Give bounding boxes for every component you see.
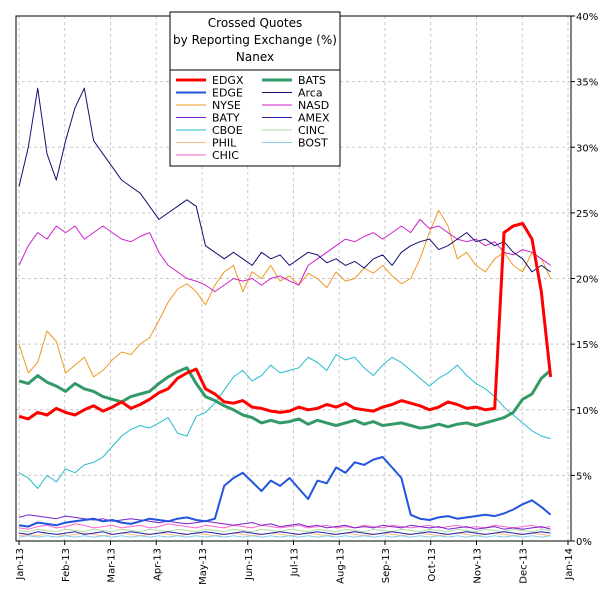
- series-line-amex: [18, 531, 551, 535]
- legend-label-nyse: NYSE: [212, 99, 241, 112]
- y-tick-label: 20%: [576, 275, 598, 286]
- series-line-edgx: [18, 221, 553, 421]
- legend-label-amex: AMEX: [298, 112, 330, 125]
- y-tick-label: 25%: [576, 209, 598, 220]
- y-tick-label: 10%: [576, 406, 598, 417]
- x-tick-label: Sep-13: [381, 548, 392, 583]
- legend-label-chic: CHIC: [212, 149, 239, 162]
- y-tick-label: 40%: [576, 12, 598, 23]
- x-axis-ticks: Jan-13 Feb-13 Mar-13 Apr-13 May-13 Jun-13 Jul-…: [15, 541, 575, 585]
- legend-label-edgx: EDGX: [212, 74, 244, 87]
- series-line-edge: [18, 456, 552, 528]
- series-line-bost: [18, 535, 551, 538]
- legend-label-phil: PHIL: [212, 137, 237, 150]
- x-tick-label: Apr-13: [152, 548, 163, 581]
- series-line-bats: [18, 366, 552, 430]
- series-line-cinc: [18, 528, 551, 533]
- x-tick-label: Jul-13: [290, 548, 301, 577]
- chart-title-line-1: Crossed Quotes: [208, 16, 302, 30]
- y-tick-label: 35%: [576, 78, 598, 89]
- series-line-cboe: [18, 354, 551, 489]
- x-tick-label: Mar-13: [107, 548, 118, 583]
- y-tick-label: 30%: [576, 143, 598, 154]
- x-tick-label: Dec-13: [518, 548, 529, 584]
- y-tick-label: 15%: [576, 340, 598, 351]
- series-line-nasd: [18, 218, 551, 293]
- chart-title-line-3: Nanex: [236, 50, 274, 64]
- x-tick-label: Feb-13: [61, 548, 72, 582]
- series-line-arca: [18, 87, 551, 273]
- x-tick-label: Aug-13: [335, 548, 346, 584]
- legend-label-arca: Arca: [298, 87, 323, 100]
- series-line-phil: [18, 532, 551, 537]
- x-tick-label: Nov-13: [473, 548, 484, 584]
- legend-label-nasd: NASD: [298, 99, 329, 112]
- legend-label-baty: BATY: [212, 112, 240, 125]
- x-tick-label: May-13: [198, 548, 209, 585]
- legend-label-cboe: CBOE: [212, 124, 243, 137]
- series-lines: [18, 87, 553, 538]
- legend-label-edge: EDGE: [212, 87, 243, 100]
- x-tick-label: Jan-13: [15, 548, 26, 581]
- x-tick-label: Jun-13: [244, 548, 255, 581]
- legend-label-bats: BATS: [298, 74, 326, 87]
- legend-label-cinc: CINC: [298, 124, 325, 137]
- y-tick-label: 5%: [576, 471, 592, 482]
- series-line-chic: [18, 523, 551, 530]
- x-tick-label: Jan-14: [564, 548, 575, 581]
- y-tick-label: 0%: [576, 537, 592, 548]
- x-tick-label: Oct-13: [427, 548, 438, 582]
- legend-label-bost: BOST: [298, 137, 328, 150]
- chart-title-line-2: by Reporting Exchange (%): [173, 33, 337, 47]
- chart-title-box: Crossed Quotes by Reporting Exchange (%)…: [169, 11, 341, 71]
- y-axis-ticks: 0% 5% 10% 15% 20% 25% 30% 35% 40%: [571, 12, 598, 548]
